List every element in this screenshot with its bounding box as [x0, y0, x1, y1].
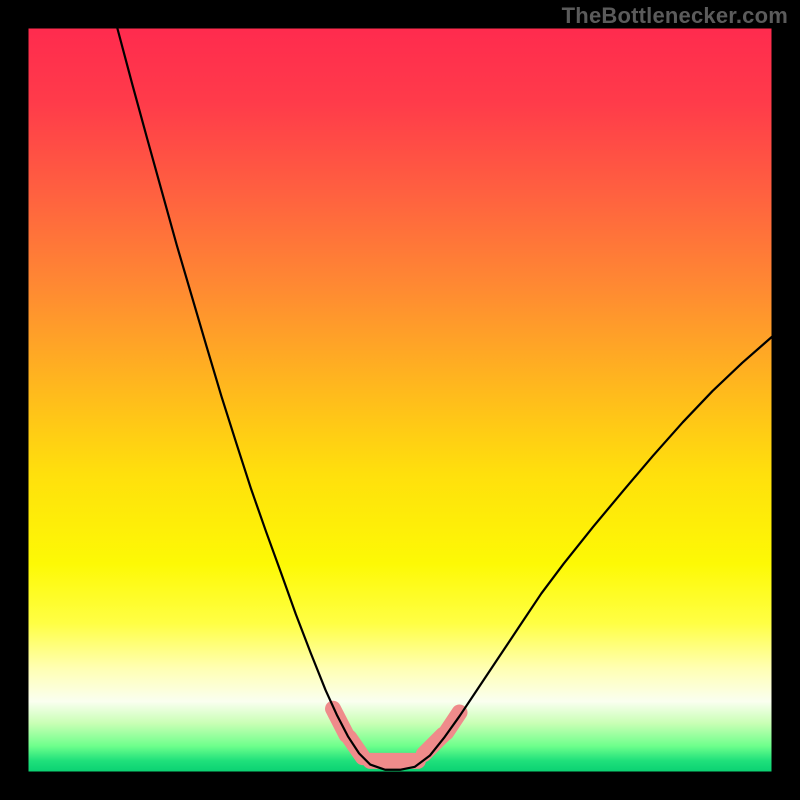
highlight-segment — [446, 712, 459, 732]
watermark-text: TheBottlenecker.com — [562, 3, 788, 29]
chart-background — [28, 28, 772, 772]
bottleneck-chart — [0, 0, 800, 800]
